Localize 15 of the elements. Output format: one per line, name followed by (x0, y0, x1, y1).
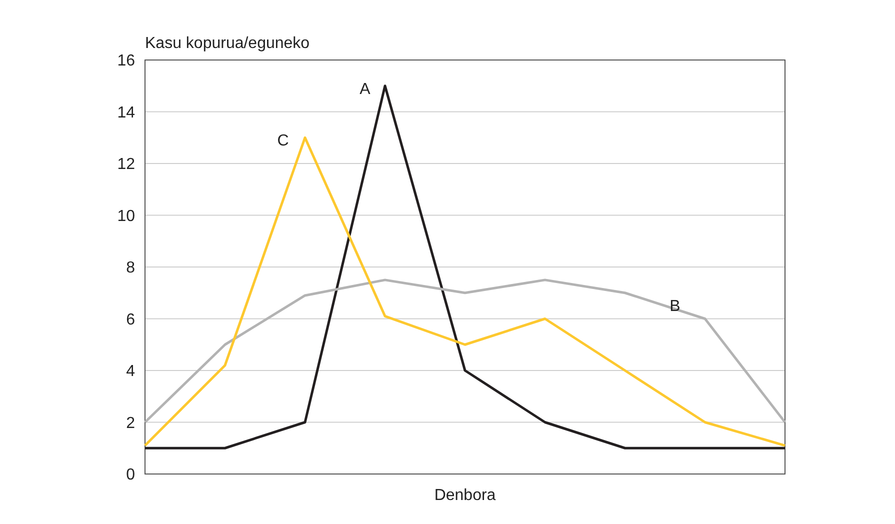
y-tick-label: 16 (117, 52, 136, 70)
series-label: C (277, 132, 289, 150)
y-tick-label: 4 (126, 363, 136, 380)
y-tick-label: 2 (126, 414, 136, 432)
y-tick-label: 10 (117, 208, 136, 225)
x-axis-title: Denbora (434, 487, 496, 504)
y-axis-title: Kasu kopurua/eguneko (145, 35, 310, 52)
line-series (144, 278, 786, 424)
y-tick-label: 8 (126, 260, 136, 277)
y-tick-label: 0 (126, 466, 136, 484)
y-tick-label: 14 (117, 104, 136, 122)
series-label: B (670, 298, 680, 315)
series-label: A (360, 80, 371, 98)
y-tick-label: 6 (126, 311, 136, 328)
y-tick-label: 12 (117, 156, 136, 174)
